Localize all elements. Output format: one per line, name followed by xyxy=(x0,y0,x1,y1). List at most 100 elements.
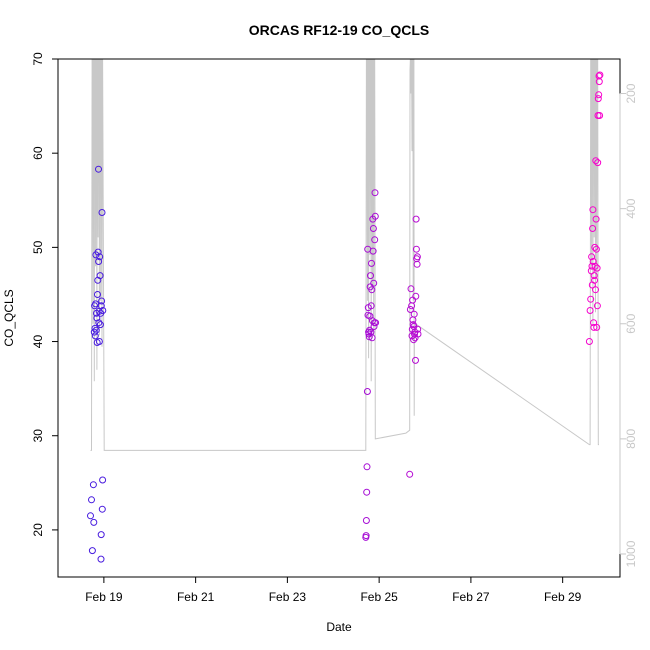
data-point xyxy=(413,260,421,268)
data-point xyxy=(88,547,96,555)
data-point xyxy=(371,189,379,197)
data-point xyxy=(90,518,98,526)
y2-tick-label: 200 xyxy=(624,83,638,103)
chart-title: ORCAS RF12-19 CO_QCLS xyxy=(249,22,429,38)
data-point xyxy=(412,245,420,253)
x-tick-label: Feb 29 xyxy=(544,590,582,604)
data-point xyxy=(97,555,105,563)
data-point xyxy=(99,476,107,484)
data-point xyxy=(592,157,600,165)
data-point xyxy=(595,78,603,86)
data-point xyxy=(95,258,103,265)
x-tick-label: Feb 19 xyxy=(85,590,123,604)
data-point xyxy=(590,272,598,280)
data-point xyxy=(371,236,379,244)
data-point xyxy=(406,306,414,313)
data-point xyxy=(87,512,94,520)
x-axis: Feb 19 Feb 21 Feb 23 Feb 25 Feb 27 Feb 29 xyxy=(85,576,582,604)
data-point xyxy=(366,326,374,334)
data-point xyxy=(409,296,417,304)
data-point xyxy=(370,279,378,287)
data-point xyxy=(406,470,414,478)
y-tick-label: 20 xyxy=(31,523,45,537)
data-point xyxy=(368,334,376,342)
data-point xyxy=(593,264,601,272)
data-point xyxy=(92,326,100,334)
y-tick-label: 60 xyxy=(31,146,45,160)
data-point xyxy=(367,302,375,310)
data-point xyxy=(414,325,422,333)
data-point xyxy=(591,243,599,251)
y-tick-label: 50 xyxy=(31,240,45,254)
data-point xyxy=(91,324,99,332)
y-tick-label: 30 xyxy=(31,429,45,443)
data-point xyxy=(98,297,106,305)
y-tick-label: 70 xyxy=(31,52,45,66)
data-point xyxy=(412,292,420,300)
x-tick-label: Feb 25 xyxy=(360,590,398,604)
x-tick-label: Feb 27 xyxy=(452,590,490,604)
data-point xyxy=(96,272,104,280)
data-point xyxy=(363,488,371,496)
data-point xyxy=(94,291,101,298)
series-2 xyxy=(362,189,380,541)
data-points xyxy=(87,71,604,563)
data-point xyxy=(95,319,103,327)
data-point xyxy=(363,388,371,395)
data-point xyxy=(407,285,415,293)
y2-trace-line xyxy=(90,58,599,451)
data-point xyxy=(593,302,601,310)
data-point xyxy=(98,209,106,216)
y2-tick-label: 600 xyxy=(624,313,638,333)
data-point xyxy=(412,215,420,223)
y-axis: 20 30 40 50 60 70 xyxy=(31,52,59,537)
y-tick-label: 40 xyxy=(31,335,45,349)
data-point xyxy=(362,517,370,524)
data-point xyxy=(369,247,377,255)
data-point xyxy=(590,319,598,327)
x-tick-label: Feb 21 xyxy=(177,590,215,604)
data-point xyxy=(585,338,593,345)
data-point xyxy=(412,356,419,364)
y-axis-label: CO_QCLS xyxy=(2,289,16,346)
data-point xyxy=(592,215,600,223)
data-point xyxy=(413,253,421,261)
data-point xyxy=(593,323,601,331)
data-point xyxy=(589,206,597,214)
data-point xyxy=(591,276,598,284)
data-point xyxy=(587,295,595,303)
data-point xyxy=(586,307,594,314)
y2-tick-label: 400 xyxy=(624,198,638,218)
data-point xyxy=(96,253,104,261)
data-point xyxy=(592,245,600,253)
x-tick-label: Feb 23 xyxy=(269,590,307,604)
series-3 xyxy=(406,215,422,478)
data-point xyxy=(97,531,105,539)
data-point xyxy=(410,310,418,318)
data-point xyxy=(410,336,418,344)
data-point xyxy=(88,496,95,504)
data-point xyxy=(589,225,597,232)
data-point xyxy=(589,258,597,265)
data-point xyxy=(368,259,375,267)
data-point xyxy=(362,532,370,540)
y2-trace xyxy=(90,58,599,451)
data-point xyxy=(367,272,374,280)
data-point xyxy=(89,481,97,489)
data-point xyxy=(591,262,599,270)
data-point xyxy=(368,286,376,294)
data-point xyxy=(95,165,102,173)
series-1 xyxy=(87,165,107,563)
data-point xyxy=(99,307,107,314)
data-point xyxy=(94,248,102,256)
data-point xyxy=(592,286,599,294)
data-point xyxy=(90,328,98,336)
data-point xyxy=(595,91,603,99)
data-point xyxy=(414,330,422,338)
data-point xyxy=(363,463,371,471)
x-axis-label: Date xyxy=(326,620,352,634)
y2-tick-label: 1000 xyxy=(624,540,638,567)
data-point xyxy=(98,505,106,513)
data-point xyxy=(370,323,378,330)
